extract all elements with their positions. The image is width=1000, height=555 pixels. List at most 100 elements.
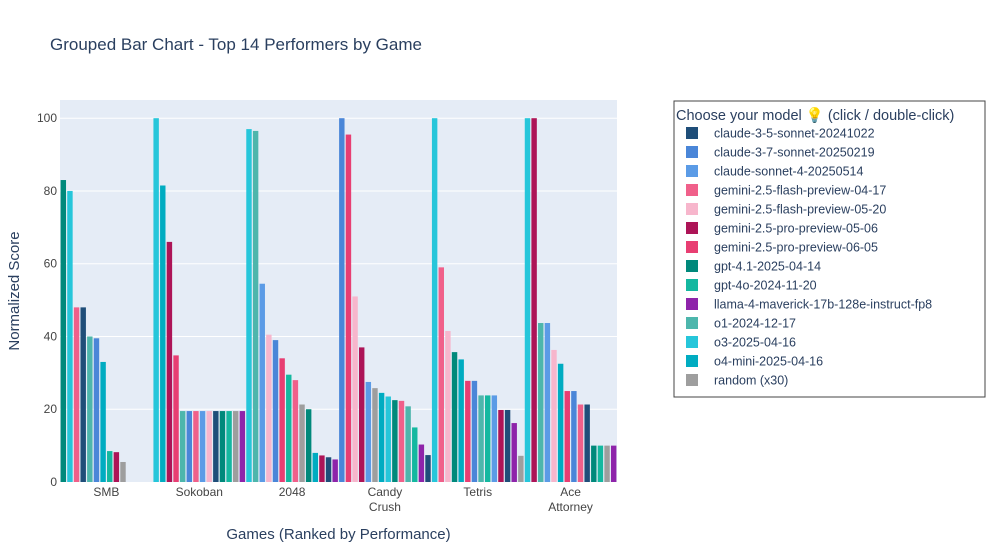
bar[interactable] (80, 307, 86, 482)
bar[interactable] (73, 307, 80, 482)
legend-label[interactable]: claude-3-5-sonnet-20241022 (714, 127, 875, 141)
legend-label[interactable]: claude-sonnet-4-20250514 (714, 165, 863, 179)
bar[interactable] (584, 404, 590, 482)
bar[interactable] (378, 392, 385, 482)
bar[interactable] (252, 130, 259, 483)
bar[interactable] (458, 359, 464, 482)
bar[interactable] (259, 283, 265, 482)
bar[interactable] (604, 445, 610, 482)
bar[interactable] (113, 452, 120, 482)
bar[interactable] (577, 404, 584, 482)
bar[interactable] (597, 445, 604, 482)
bar[interactable] (557, 363, 564, 482)
legend-swatch[interactable] (686, 165, 698, 177)
bar[interactable] (551, 349, 557, 482)
bar[interactable] (266, 334, 272, 482)
bar[interactable] (564, 391, 570, 482)
bar[interactable] (279, 358, 285, 482)
bar[interactable] (471, 380, 478, 482)
bar[interactable] (206, 411, 212, 482)
bar[interactable] (385, 396, 391, 483)
legend-swatch[interactable] (686, 241, 698, 253)
legend-swatch[interactable] (686, 355, 698, 367)
bar[interactable] (524, 118, 531, 482)
legend-swatch[interactable] (686, 203, 698, 215)
bar[interactable] (412, 427, 418, 482)
bar[interactable] (345, 134, 352, 482)
bar[interactable] (504, 409, 511, 482)
legend-label[interactable]: gpt-4o-2024-11-20 (714, 279, 817, 293)
bar[interactable] (160, 185, 166, 483)
bar[interactable] (491, 395, 498, 482)
bar[interactable] (544, 323, 551, 482)
bar[interactable] (226, 411, 232, 482)
bar[interactable] (591, 445, 597, 482)
bar[interactable] (319, 455, 325, 482)
bar[interactable] (199, 411, 206, 482)
legend-label[interactable]: gemini-2.5-flash-preview-05-20 (714, 203, 886, 217)
legend-label[interactable]: o4-mini-2025-04-16 (714, 355, 823, 369)
legend-label[interactable]: gemini-2.5-pro-preview-06-05 (714, 241, 878, 255)
bar[interactable] (518, 455, 524, 482)
bar[interactable] (445, 331, 451, 482)
legend-swatch[interactable] (686, 298, 698, 310)
bar[interactable] (610, 445, 617, 482)
bar[interactable] (431, 118, 438, 482)
bar[interactable] (418, 444, 425, 482)
bar[interactable] (484, 395, 491, 482)
bar[interactable] (538, 323, 544, 482)
legend-swatch[interactable] (686, 146, 698, 158)
bar[interactable] (498, 409, 504, 482)
bar[interactable] (438, 267, 444, 482)
legend-label[interactable]: o3-2025-04-16 (714, 336, 796, 350)
bar[interactable] (478, 395, 484, 482)
bar[interactable] (93, 338, 100, 482)
legend-swatch[interactable] (686, 374, 698, 386)
bar[interactable] (571, 391, 577, 482)
legend-label[interactable]: claude-3-7-sonnet-20250219 (714, 146, 875, 160)
bar[interactable] (292, 380, 299, 482)
legend-label[interactable]: gemini-2.5-flash-preview-04-17 (714, 184, 886, 198)
legend-label[interactable]: o1-2024-12-17 (714, 317, 796, 331)
legend-swatch[interactable] (686, 317, 698, 329)
bar[interactable] (87, 336, 93, 482)
bar[interactable] (286, 374, 292, 482)
bar[interactable] (339, 118, 345, 482)
legend-label[interactable]: random (x30) (714, 374, 788, 388)
bar[interactable] (392, 400, 398, 482)
bar[interactable] (398, 400, 405, 482)
legend-swatch[interactable] (686, 279, 698, 291)
bar[interactable] (107, 451, 113, 482)
legend-swatch[interactable] (686, 336, 698, 348)
bar[interactable] (332, 459, 338, 482)
bar[interactable] (239, 411, 246, 482)
bar[interactable] (372, 388, 378, 482)
bar[interactable] (358, 347, 365, 482)
bar[interactable] (153, 118, 159, 482)
bar[interactable] (179, 411, 186, 482)
bar[interactable] (193, 411, 199, 482)
legend-swatch[interactable] (686, 222, 698, 234)
bar[interactable] (60, 180, 67, 483)
bar[interactable] (425, 455, 431, 482)
bar[interactable] (352, 296, 358, 482)
bar[interactable] (465, 380, 471, 482)
bar[interactable] (531, 118, 537, 482)
legend-label[interactable]: gpt-4.1-2025-04-14 (714, 260, 821, 274)
bar[interactable] (365, 381, 372, 482)
legend-swatch[interactable] (686, 184, 698, 196)
bar[interactable] (312, 452, 319, 482)
bar[interactable] (186, 411, 193, 482)
bar[interactable] (305, 409, 312, 482)
legend-swatch[interactable] (686, 127, 698, 139)
bar[interactable] (67, 190, 73, 482)
bar[interactable] (325, 457, 332, 482)
bar[interactable] (299, 404, 305, 482)
bar[interactable] (511, 423, 517, 482)
bar[interactable] (246, 129, 252, 482)
bar[interactable] (405, 406, 411, 482)
legend-swatch[interactable] (686, 260, 698, 272)
bar[interactable] (219, 411, 226, 482)
bar[interactable] (451, 352, 458, 482)
bar[interactable] (166, 241, 173, 482)
